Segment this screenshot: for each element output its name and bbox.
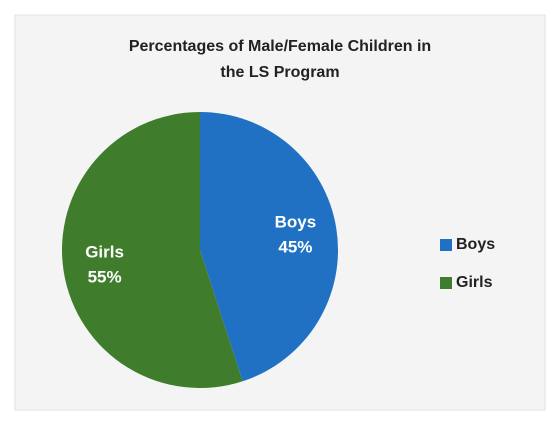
slice-category-label: Girls [85,243,124,262]
legend-label: Boys [456,236,495,253]
pie-slice [200,112,338,382]
data-label: 55% [88,268,122,287]
chart-title: Percentages of Male/Female Children in [129,38,431,55]
chart-title: the LS Program [220,64,339,81]
legend-swatch [440,239,452,251]
data-label: 45% [278,237,312,256]
legend-swatch [440,277,452,289]
legend-label: Girls [456,274,493,291]
slice-category-label: Boys [275,212,317,231]
pie-slice [61,112,243,388]
